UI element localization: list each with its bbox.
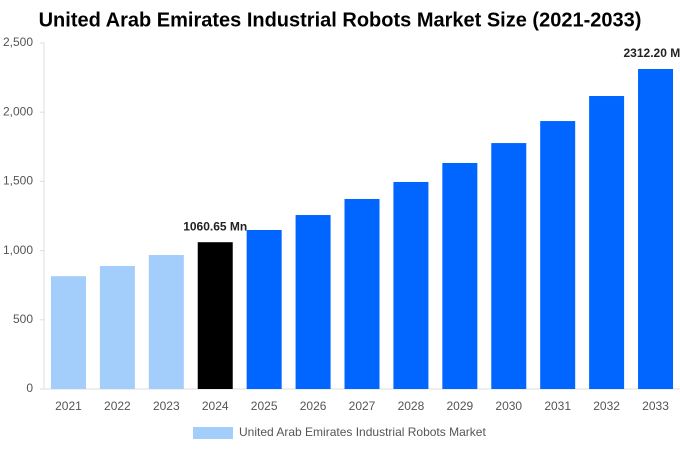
bar (197, 242, 233, 389)
x-tick-label: 2023 (153, 399, 180, 413)
bar (393, 181, 429, 389)
x-tick-label: 2028 (398, 399, 425, 413)
x-tick-label: 2033 (642, 399, 669, 413)
y-tick-label: 2,500 (3, 35, 33, 49)
bar (589, 96, 625, 389)
bar (50, 276, 86, 389)
x-tick-label: 2024 (202, 399, 229, 413)
bar (491, 143, 527, 389)
x-tick-label: 2026 (300, 399, 327, 413)
legend-swatch (193, 427, 233, 439)
y-tick-label: 500 (13, 312, 33, 326)
x-tick-label: 2021 (55, 399, 82, 413)
bar (246, 229, 282, 389)
bar (442, 162, 478, 389)
bar (148, 255, 184, 389)
x-tick-label: 2022 (104, 399, 131, 413)
data-label: 1060.65 Mn (183, 219, 247, 233)
bar (99, 265, 135, 389)
x-tick-label: 2029 (446, 399, 473, 413)
chart-title: United Arab Emirates Industrial Robots M… (39, 9, 642, 31)
x-tick-label: 2031 (544, 399, 571, 413)
x-tick-label: 2027 (349, 399, 376, 413)
x-tick-label: 2032 (593, 399, 620, 413)
x-tick-label: 2025 (251, 399, 278, 413)
bar (638, 68, 674, 390)
bar (295, 215, 331, 389)
bar (344, 198, 380, 389)
y-tick-label: 2,000 (3, 104, 33, 118)
x-tick-label: 2030 (495, 399, 522, 413)
y-tick-label: 1,000 (3, 243, 33, 257)
legend-label: United Arab Emirates Industrial Robots M… (239, 425, 486, 439)
y-tick-label: 1,500 (3, 174, 33, 188)
y-tick-label: 0 (26, 381, 33, 395)
bar (540, 121, 576, 389)
data-label: 2312.20 Mn (624, 46, 680, 60)
